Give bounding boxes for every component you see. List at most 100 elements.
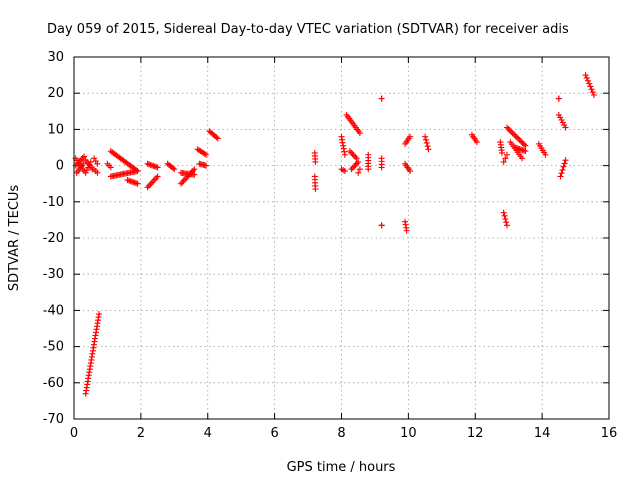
data-point: [213, 134, 220, 141]
data-point: [341, 148, 348, 155]
data-point: [562, 124, 569, 131]
data-point: [338, 133, 345, 140]
y-tick-label: 20: [47, 86, 64, 101]
data-point: [504, 124, 511, 131]
y-tick-label: -50: [43, 340, 64, 355]
data-point: [500, 209, 507, 216]
data-point: [509, 130, 516, 137]
data-point: [171, 166, 178, 173]
data-point: [340, 142, 347, 149]
y-tick-label: -20: [43, 231, 64, 246]
axis-ticks: 0 2 4 6 8 10 12 14 16 -70 -60 -50 -40 -30 -20 -10 0 10 20 3…: [43, 50, 618, 441]
y-tick-label: 30: [47, 50, 64, 65]
data-point: [502, 215, 509, 222]
data-point: [584, 77, 591, 84]
data-point: [407, 133, 414, 140]
data-point: [522, 142, 529, 149]
data-point: [169, 165, 176, 172]
data-point: [80, 160, 87, 167]
data-point: [422, 133, 429, 140]
y-tick-label: 0: [56, 159, 64, 174]
data-point: [519, 139, 526, 146]
data-point: [402, 218, 409, 225]
data-point: [203, 151, 210, 158]
data-point: [352, 161, 359, 168]
data-point: [191, 166, 198, 173]
x-axis-label: GPS time / hours: [287, 460, 396, 475]
data-point: [82, 169, 89, 176]
data-point: [214, 135, 221, 142]
data-point: [355, 158, 362, 165]
data-point: [94, 169, 101, 176]
data-point: [557, 173, 564, 180]
data-point: [422, 136, 429, 143]
data-point: [182, 176, 189, 183]
data-point: [511, 131, 518, 138]
data-point: [589, 89, 596, 96]
data-point: [353, 160, 360, 167]
data-point: [353, 155, 360, 162]
data-point: [378, 95, 385, 102]
data-point: [506, 127, 513, 134]
x-tick-label: 12: [467, 426, 484, 441]
y-axis-label: SDTVAR / TECUs: [7, 185, 22, 292]
x-tick-label: 10: [400, 426, 417, 441]
data-point: [350, 152, 357, 159]
data-point: [341, 151, 348, 158]
data-point: [81, 153, 88, 160]
data-point: [74, 161, 81, 168]
data-point: [582, 72, 589, 79]
y-tick-label: 10: [47, 122, 64, 137]
data-point: [179, 179, 186, 186]
data-point: [515, 135, 522, 142]
data-point: [561, 160, 568, 167]
data-point: [424, 143, 431, 150]
data-point: [499, 149, 505, 156]
data-point: [356, 166, 363, 173]
data-point: [365, 166, 372, 173]
x-tick-label: 8: [337, 426, 345, 441]
data-point: [378, 222, 385, 229]
x-tick-label: 2: [137, 426, 145, 441]
data-point: [178, 180, 184, 187]
x-tick-label: 6: [270, 426, 278, 441]
data-point: [349, 151, 356, 158]
data-point: [378, 164, 385, 171]
data-point: [516, 137, 523, 144]
y-tick-label: -60: [43, 376, 64, 391]
data-point: [505, 125, 512, 132]
data-point: [349, 164, 356, 171]
data-point: [508, 128, 515, 135]
data-point: [407, 168, 414, 175]
data-point: [348, 149, 355, 156]
data-point: [346, 148, 353, 155]
data-point: [586, 80, 593, 87]
data-point: [588, 86, 595, 93]
data-point: [520, 141, 527, 148]
data-point: [518, 138, 525, 145]
data-point: [513, 134, 520, 141]
data-point: [107, 164, 114, 171]
data-point: [203, 162, 210, 169]
y-tick-label: -30: [43, 267, 64, 282]
data-point: [504, 222, 511, 229]
data-point: [134, 180, 141, 187]
data-point: [85, 164, 92, 171]
data-point: [583, 74, 590, 81]
data-point: [500, 158, 507, 165]
y-tick-label: -40: [43, 303, 64, 318]
data-point: [562, 157, 569, 164]
data-point: [355, 169, 362, 176]
data-point: [340, 145, 347, 152]
data-point: [522, 148, 529, 155]
data-point: [402, 221, 409, 228]
data-point: [312, 158, 319, 165]
data-point: [504, 151, 511, 158]
data-point: [425, 146, 432, 153]
y-tick-label: -70: [43, 412, 64, 427]
data-point: [201, 150, 208, 157]
data-point: [94, 160, 101, 167]
data-point: [348, 166, 355, 173]
data-point: [96, 311, 103, 318]
